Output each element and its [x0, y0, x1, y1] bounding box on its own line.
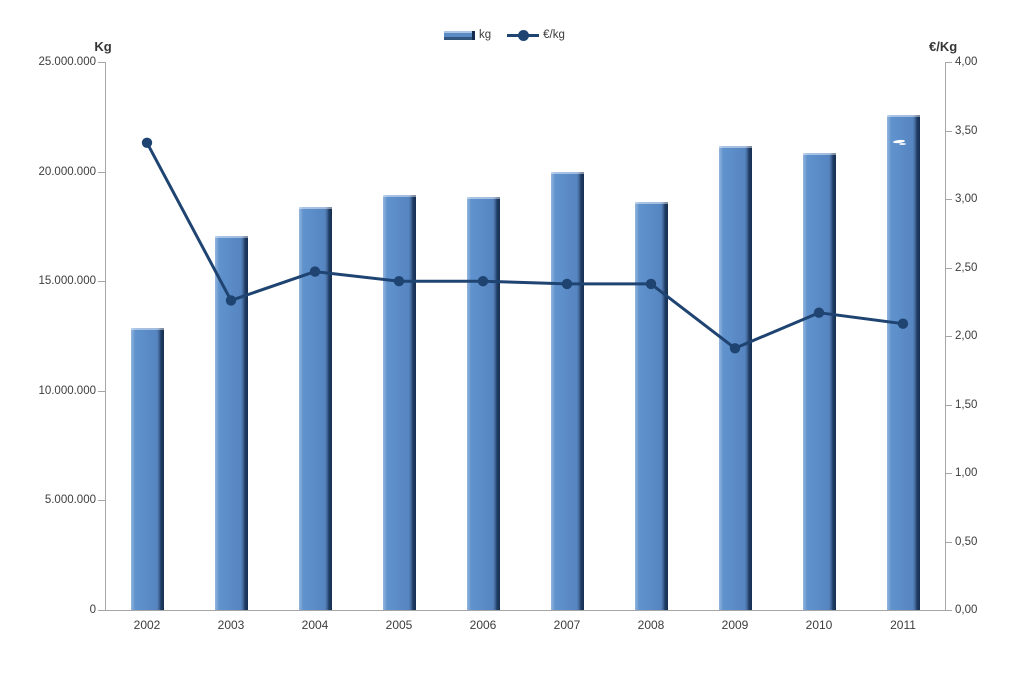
bar-2003 — [214, 236, 248, 610]
right-tick — [945, 130, 952, 132]
right-tick — [945, 62, 952, 63]
plot-area — [105, 62, 945, 610]
right-tick-label: 1,00 — [955, 467, 978, 479]
bar-2006 — [466, 196, 500, 610]
legend-item-kg: kg — [444, 29, 491, 41]
legend-label: €/kg — [543, 29, 565, 41]
right-tick-label: 3,50 — [955, 124, 978, 137]
left-tick — [98, 62, 105, 63]
bar-2009 — [718, 146, 752, 610]
right-tick-label: 0,00 — [955, 604, 978, 616]
legend: kg €/kg — [444, 26, 565, 44]
x-axis-label-2008: 2008 — [637, 618, 665, 632]
right-tick-label: 1,50 — [955, 398, 978, 411]
right-tick-label: 2,00 — [955, 330, 978, 342]
right-tick-label: 3,00 — [955, 193, 978, 205]
left-tick-label: 5.000.000 — [44, 494, 96, 507]
x-axis-label-2010: 2010 — [805, 618, 833, 632]
bar-2011 — [886, 114, 920, 610]
left-axis-line — [105, 62, 106, 611]
left-tick — [98, 610, 105, 611]
right-tick — [945, 404, 952, 406]
bar-2005 — [382, 194, 416, 610]
x-axis-label-2004: 2004 — [301, 618, 329, 632]
legend-item-kg: €/kg — [507, 29, 565, 41]
bar-swatch-icon — [444, 30, 475, 40]
left-tick-label: 0 — [89, 604, 96, 616]
left-tick-label: 20.000.000 — [38, 165, 96, 178]
x-axis-label-2006: 2006 — [469, 618, 497, 632]
line-marker-swatch-icon — [507, 29, 540, 41]
x-axis-label-2009: 2009 — [721, 618, 749, 632]
left-axis-title: Kg — [94, 39, 112, 54]
bar-2002 — [130, 328, 164, 610]
right-tick — [945, 541, 952, 543]
right-tick-label: 2,50 — [955, 261, 978, 274]
x-axis-label-2007: 2007 — [553, 618, 581, 632]
bar-2008 — [634, 202, 668, 610]
legend-line-marker — [518, 29, 530, 41]
bar-2010 — [802, 152, 836, 610]
right-tick-label: 4,00 — [955, 56, 978, 68]
left-tick-label: 15.000.000 — [38, 275, 96, 288]
right-tick-label: 0,50 — [955, 535, 978, 548]
line-marker-2002 — [141, 137, 153, 148]
price-line — [145, 142, 904, 350]
left-tick-label: 10.000.000 — [38, 384, 96, 397]
left-tick-label: 25.000.000 — [38, 56, 96, 68]
right-tick — [945, 473, 952, 474]
left-tick — [98, 500, 105, 502]
x-axis-line — [105, 610, 946, 611]
x-axis-label-2002: 2002 — [133, 618, 161, 632]
x-axis-label-2003: 2003 — [217, 618, 245, 632]
right-axis-title: €/Kg — [929, 39, 958, 54]
left-tick — [98, 281, 105, 283]
legend-label: kg — [479, 29, 492, 41]
right-tick — [945, 267, 952, 269]
bar-2004 — [298, 206, 332, 610]
bar-2007 — [550, 171, 584, 610]
right-tick — [945, 610, 952, 611]
right-tick — [945, 336, 952, 337]
left-tick — [98, 171, 105, 173]
x-axis-label-2011: 2011 — [890, 618, 916, 632]
x-axis-label-2005: 2005 — [385, 618, 413, 632]
left-tick — [98, 390, 105, 392]
right-tick — [945, 199, 952, 200]
